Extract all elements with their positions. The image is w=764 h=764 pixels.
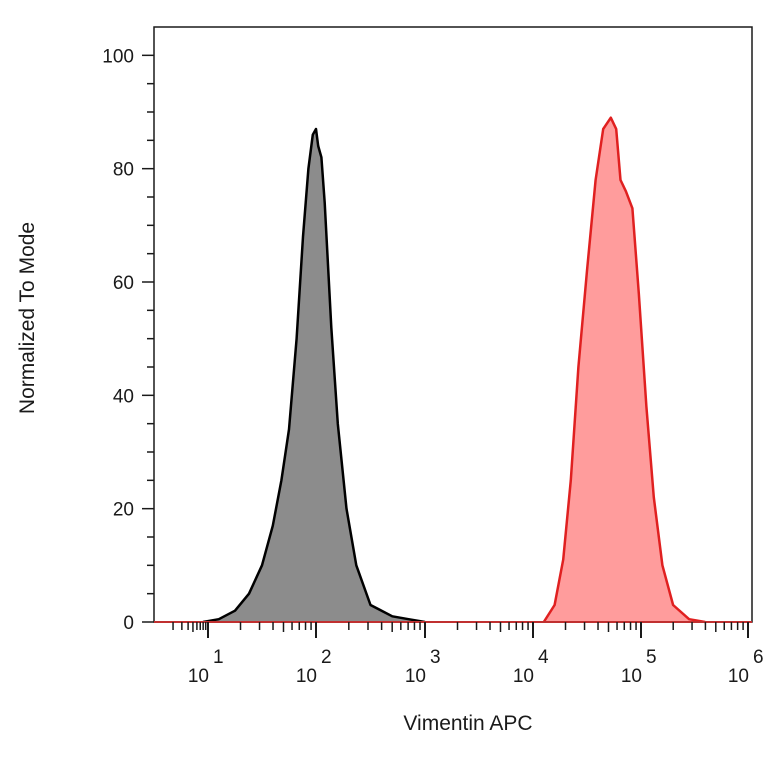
x-tick-base: 10	[405, 666, 426, 687]
series-layer	[154, 116, 752, 624]
x-axis-title: Vimentin APC	[403, 712, 532, 735]
series-2-line	[542, 116, 706, 624]
x-tick-base: 10	[621, 666, 642, 687]
y-tick-label: 0	[123, 613, 134, 634]
x-tick-label: 106	[728, 647, 764, 687]
y-tick-label: 80	[113, 160, 134, 181]
y-tick-label: 40	[113, 386, 134, 407]
series-2-fill	[543, 117, 706, 622]
x-tick-base: 10	[728, 666, 749, 687]
y-tick-label: 60	[113, 273, 134, 294]
x-tick-exponent: 1	[213, 647, 224, 668]
y-axis-title: Normalized To Mode	[16, 222, 39, 414]
x-tick-exponent: 5	[646, 647, 657, 668]
x-tick-label: 102	[296, 647, 332, 687]
x-tick-label: 101	[188, 647, 224, 687]
x-tick-exponent: 4	[538, 647, 549, 668]
x-tick-exponent: 6	[753, 647, 764, 668]
y-axis: 0 20 40 60 80 100	[102, 46, 154, 634]
x-tick-base: 10	[513, 666, 534, 687]
x-tick-exponent: 3	[430, 647, 441, 668]
series-1-line	[202, 127, 426, 624]
y-tick-label: 100	[102, 46, 134, 67]
y-tick-label: 20	[113, 500, 134, 521]
x-tick-label: 105	[621, 647, 657, 687]
x-tick-base: 10	[188, 666, 209, 687]
x-tick-base: 10	[296, 666, 317, 687]
x-tick-label: 103	[405, 647, 441, 687]
x-tick-exponent: 2	[321, 647, 332, 668]
series-1-fill	[203, 129, 425, 622]
x-tick-label: 104	[513, 647, 549, 687]
